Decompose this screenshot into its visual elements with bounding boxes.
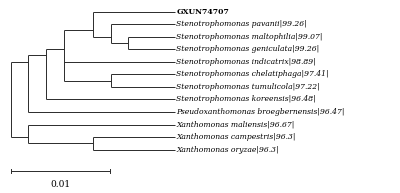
Text: Stenotrophomonas pavanii|99.26|: Stenotrophomonas pavanii|99.26| bbox=[176, 20, 307, 28]
Text: Xanthomonas campestris|96.3|: Xanthomonas campestris|96.3| bbox=[176, 133, 296, 141]
Text: Stenotrophomonas chelatiphaga|97.41|: Stenotrophomonas chelatiphaga|97.41| bbox=[176, 70, 329, 78]
Text: Stenotrophomonas maltophilia|99.07|: Stenotrophomonas maltophilia|99.07| bbox=[176, 33, 323, 41]
Text: GXUN74707: GXUN74707 bbox=[176, 8, 229, 16]
Text: Xanthomonas maliensis|96.67|: Xanthomonas maliensis|96.67| bbox=[176, 121, 294, 129]
Text: 0.01: 0.01 bbox=[50, 180, 70, 189]
Text: Stenotrophomonas indicatrix|98.89|: Stenotrophomonas indicatrix|98.89| bbox=[176, 58, 316, 66]
Text: Stenotrophomonas koreensis|96.48|: Stenotrophomonas koreensis|96.48| bbox=[176, 95, 316, 103]
Text: Stenotrophomonas tumulicola|97.22|: Stenotrophomonas tumulicola|97.22| bbox=[176, 83, 320, 91]
Text: Stenotrophomonas geniculata|99.26|: Stenotrophomonas geniculata|99.26| bbox=[176, 45, 320, 53]
Text: Pseudoxanthomonas broegbernensis|96.47|: Pseudoxanthomonas broegbernensis|96.47| bbox=[176, 108, 345, 116]
Text: Xanthomonas oryzae|96.3|: Xanthomonas oryzae|96.3| bbox=[176, 146, 279, 154]
